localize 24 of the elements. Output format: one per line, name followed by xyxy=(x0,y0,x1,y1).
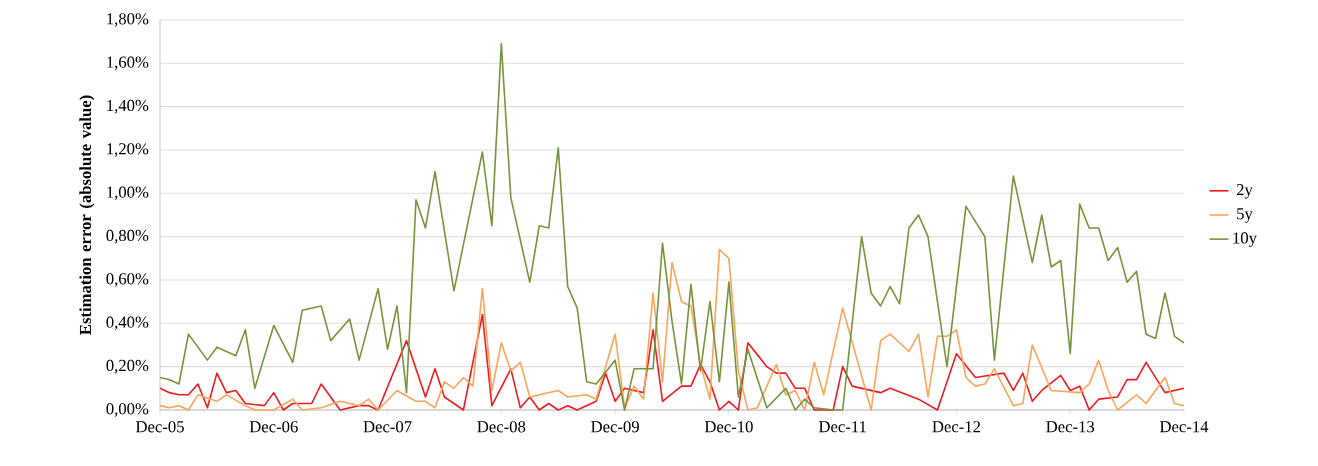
y-tick-label: 1,40% xyxy=(107,99,149,114)
legend-label: 2y xyxy=(1236,184,1253,199)
y-tick-label: 0,40% xyxy=(106,316,149,331)
y-tick-label: 1,00% xyxy=(107,186,149,201)
x-tick-label: Dec-08 xyxy=(477,421,526,433)
legend-label: 5y xyxy=(1237,208,1253,223)
x-tick-label: Dec-05 xyxy=(135,421,184,433)
x-tick-label: Dec-06 xyxy=(249,421,298,433)
x-tick-label: Dec-07 xyxy=(363,421,412,433)
x-tick-label: Dec-11 xyxy=(818,421,866,433)
x-tick-label: Dec-12 xyxy=(932,421,981,433)
y-tick-label: 0,80% xyxy=(106,229,149,244)
x-tick-label: Dec-14 xyxy=(1159,421,1209,433)
y-tick-label: 0,60% xyxy=(106,273,149,287)
x-tick-label: Dec-10 xyxy=(704,421,753,433)
x-tick-label: Dec-13 xyxy=(1046,421,1095,433)
y-axis-title: Estimation error (absolute value) xyxy=(79,95,95,335)
y-tick-label: 0,20% xyxy=(106,359,149,374)
y-tick-label: 1,60% xyxy=(107,56,149,71)
y-tick-label: 0,00% xyxy=(106,403,149,417)
legend-label: 10y xyxy=(1233,232,1257,248)
y-tick-label: 1,80% xyxy=(107,13,149,27)
y-tick-label: 1,20% xyxy=(107,143,149,157)
x-tick-label: Dec-09 xyxy=(591,421,639,433)
